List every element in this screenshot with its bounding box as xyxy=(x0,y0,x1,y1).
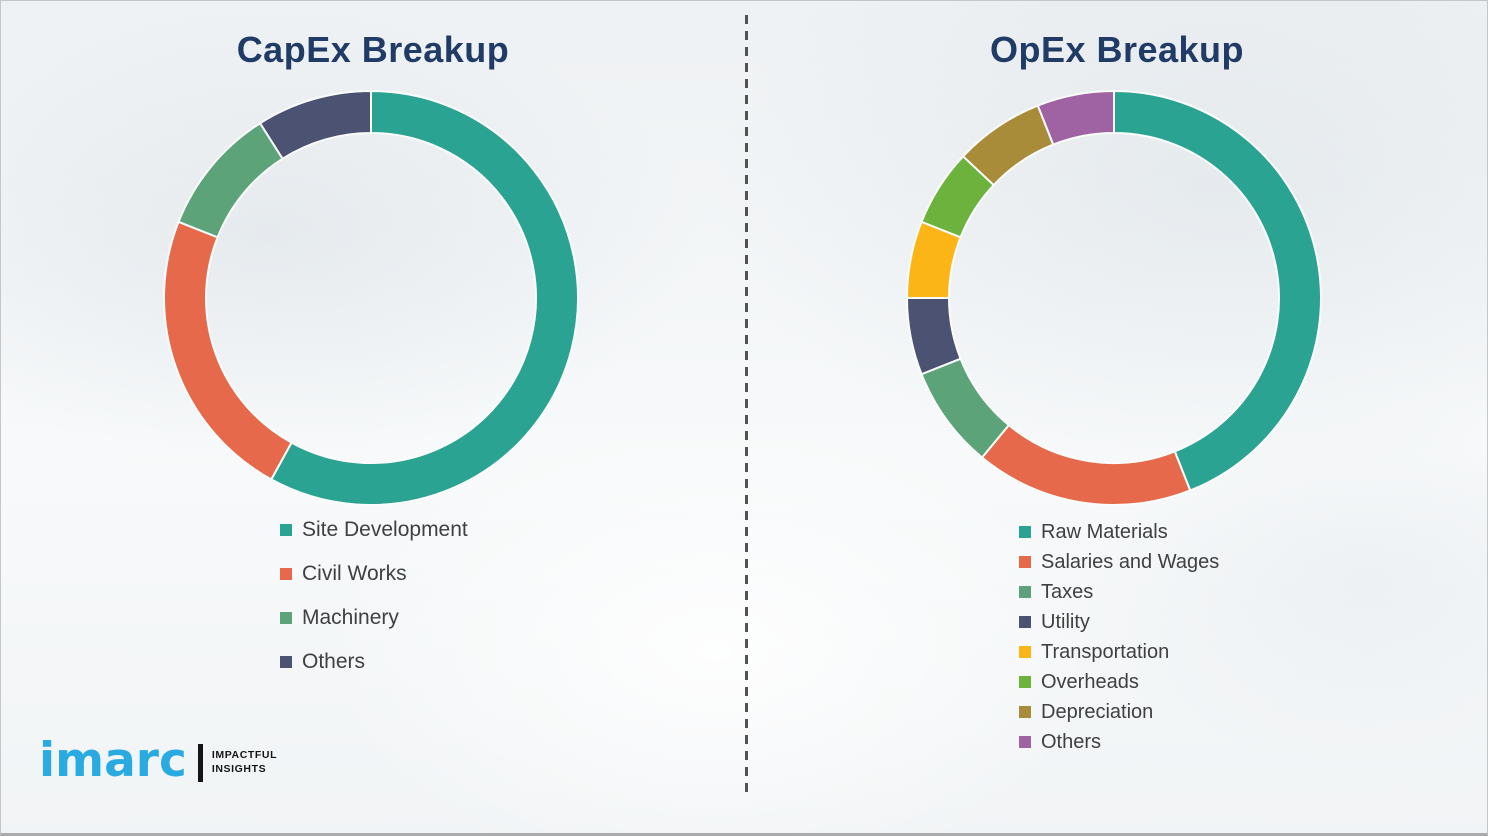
donut-segment-site-development xyxy=(270,90,579,506)
legend-item: Salaries and Wages xyxy=(1019,550,1219,574)
capex-legend: Site Development Civil Works Machinery Othe… xyxy=(280,518,468,694)
imarc-logo: imarc IMPACTFUL INSIGHTS xyxy=(39,737,277,784)
donut-segment-machinery xyxy=(177,122,284,239)
legend-label: Utility xyxy=(1041,610,1090,633)
capex-chart-title: CapEx Breakup xyxy=(236,29,510,70)
donut-segment-others xyxy=(1036,90,1115,146)
imarc-brand-text: imarc xyxy=(39,733,187,788)
legend-swatch xyxy=(280,524,292,536)
divider-dashed-line xyxy=(745,15,748,793)
legend-label: Raw Materials xyxy=(1041,520,1168,543)
legend-label: Depreciation xyxy=(1041,700,1154,723)
legend-swatch xyxy=(1019,706,1031,718)
logo-separator-bar xyxy=(197,743,203,782)
donut-segment-civil-works xyxy=(163,220,293,481)
legend-label: Transportation xyxy=(1041,640,1170,663)
legend-label: Others xyxy=(1041,730,1102,753)
opex-chart-title: OpEx Breakup xyxy=(989,29,1245,70)
legend-item: Others xyxy=(1019,730,1219,754)
legend-swatch xyxy=(280,612,292,624)
logo-tagline-line2: INSIGHTS xyxy=(211,762,267,775)
legend-swatch xyxy=(1019,646,1031,658)
legend-swatch xyxy=(1019,526,1031,538)
legend-swatch xyxy=(1019,556,1031,568)
legend-swatch xyxy=(1019,676,1031,688)
donut-segment-salaries-and-wages xyxy=(981,424,1192,506)
legend-swatch xyxy=(280,568,292,580)
opex-legend: Raw Materials Salaries and Wages Taxes Util… xyxy=(1019,520,1219,760)
legend-label: Overheads xyxy=(1041,670,1139,693)
legend-item: Raw Materials xyxy=(1019,520,1219,544)
donut-segment-raw-materials xyxy=(1113,90,1322,492)
legend-label: Civil Works xyxy=(302,562,407,585)
legend-label: Machinery xyxy=(302,606,399,629)
donut-segment-utility xyxy=(906,297,962,376)
logo-tagline-line1: IMPACTFUL xyxy=(211,748,278,761)
donut-segment-others xyxy=(259,90,372,160)
legend-item: Site Development xyxy=(280,518,468,542)
legend-item: Overheads xyxy=(1019,670,1219,694)
legend-item: Transportation xyxy=(1019,640,1219,664)
legend-label: Others xyxy=(302,650,366,673)
legend-item: Others xyxy=(280,650,468,674)
legend-swatch xyxy=(1019,736,1031,748)
logo-tagline: IMPACTFUL INSIGHTS xyxy=(212,749,277,776)
legend-label: Salaries and Wages xyxy=(1041,550,1220,573)
legend-swatch xyxy=(280,656,292,668)
legend-item: Machinery xyxy=(280,606,468,630)
legend-swatch xyxy=(1019,616,1031,628)
legend-item: Utility xyxy=(1019,610,1219,634)
legend-item: Taxes xyxy=(1019,580,1219,604)
legend-item: Civil Works xyxy=(280,562,468,586)
legend-label: Site Development xyxy=(302,518,468,541)
capex-donut-chart xyxy=(163,90,579,506)
legend-swatch xyxy=(1019,586,1031,598)
opex-donut-chart xyxy=(906,90,1322,506)
legend-item: Depreciation xyxy=(1019,700,1219,724)
legend-label: Taxes xyxy=(1041,580,1094,603)
